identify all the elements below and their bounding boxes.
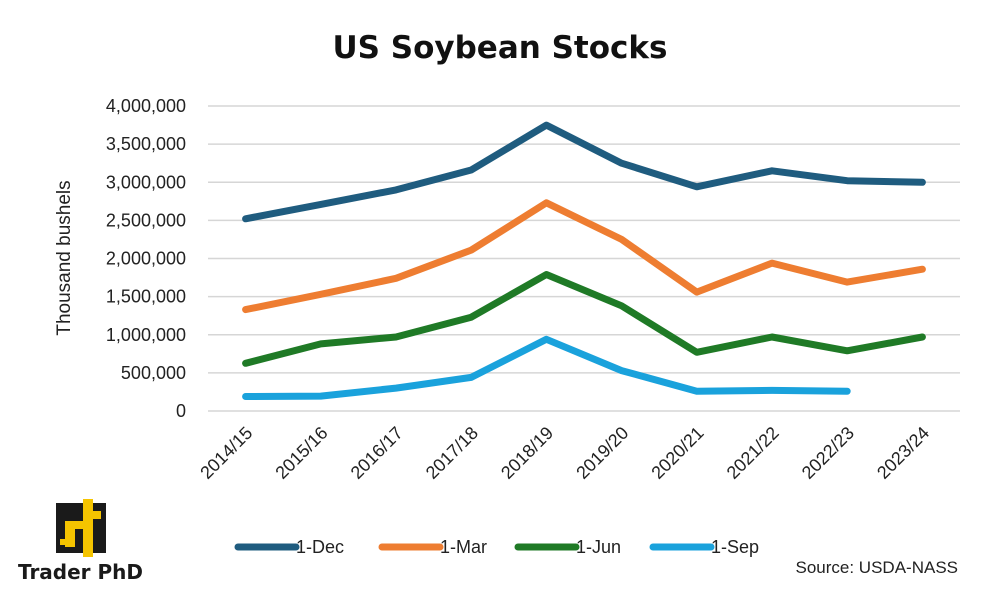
x-tick-label: 2023/24 xyxy=(873,423,933,483)
y-tick-labels: 0 500,000 1,000,000 1,500,000 2,000,000 2,500… xyxy=(106,96,186,421)
x-tick-label: 2020/21 xyxy=(647,423,707,483)
x-tick-label: 2019/20 xyxy=(572,423,632,483)
x-tick-label: 2015/16 xyxy=(271,423,331,483)
y-tick-label: 2,000,000 xyxy=(106,249,186,269)
y-tick-label: 4,000,000 xyxy=(106,96,186,116)
gridlines xyxy=(208,105,960,412)
x-tick-label: 2021/22 xyxy=(723,423,783,483)
x-tick-label: 2018/19 xyxy=(497,423,557,483)
legend-label: 1-Jun xyxy=(576,537,621,557)
x-tick-labels: 2014/15 2015/16 2016/17 2017/18 2018/19 2019/… xyxy=(196,423,933,483)
y-tick-label: 2,500,000 xyxy=(106,210,186,230)
x-tick-label: 2014/15 xyxy=(196,423,256,483)
y-tick-label: 3,500,000 xyxy=(106,134,186,154)
y-axis-label: Thousand bushels xyxy=(54,180,75,335)
x-tick-label: 2016/17 xyxy=(347,423,407,483)
source-note: Source: USDA-NASS xyxy=(795,558,959,577)
series-line-1-jun xyxy=(242,271,926,367)
y-tick-label: 0 xyxy=(176,401,186,421)
series-line-1-mar xyxy=(242,199,926,314)
series-line-1-dec xyxy=(242,121,926,223)
trader-phd-logo: Trader PhD xyxy=(18,493,148,588)
legend: 1-Dec 1-Mar 1-Jun 1-Sep xyxy=(234,537,759,557)
chart-title: US Soybean Stocks xyxy=(332,30,667,66)
legend-label: 1-Dec xyxy=(296,537,344,557)
x-tick-label: 2017/18 xyxy=(422,423,482,483)
y-tick-label: 500,000 xyxy=(121,363,186,383)
series-line-1-sep xyxy=(242,335,851,400)
series-lines xyxy=(242,121,926,400)
y-tick-label: 3,000,000 xyxy=(106,172,186,192)
logo-mark-icon xyxy=(56,499,106,557)
y-tick-label: 1,000,000 xyxy=(106,325,186,345)
legend-label: 1-Mar xyxy=(440,537,487,557)
logo-text: Trader PhD xyxy=(18,560,144,584)
y-tick-label: 1,500,000 xyxy=(106,287,186,307)
legend-label: 1-Sep xyxy=(711,537,759,557)
x-tick-label: 2022/23 xyxy=(798,423,858,483)
